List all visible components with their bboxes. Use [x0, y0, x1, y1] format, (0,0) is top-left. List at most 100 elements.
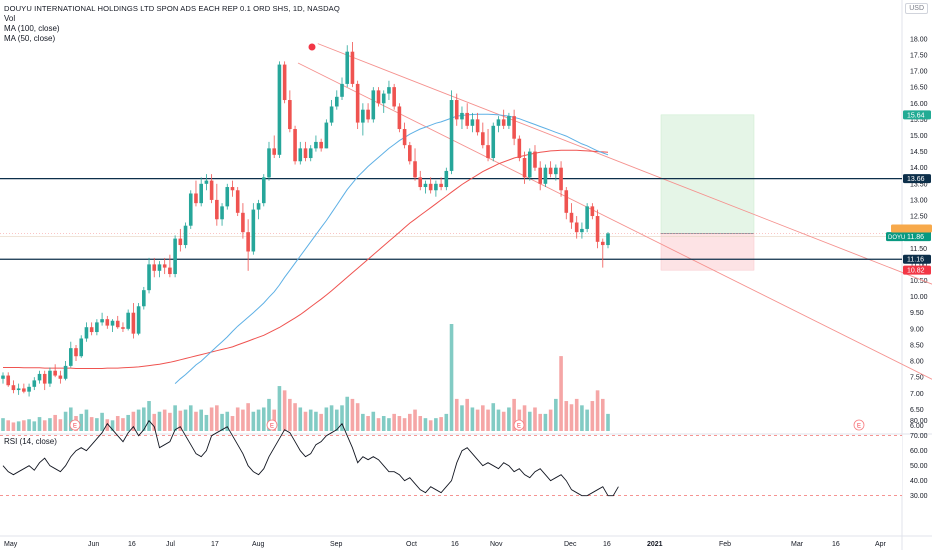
price-tick-label: 11.50: [910, 246, 927, 253]
volume-bar: [381, 416, 386, 431]
volume-bar: [512, 398, 516, 431]
volume-bar: [345, 396, 350, 431]
volume-bar: [527, 411, 532, 431]
volume-bar: [392, 413, 396, 431]
candle-body: [460, 112, 464, 120]
candle-body: [256, 203, 261, 210]
candle-body: [314, 141, 318, 149]
volume-bar: [89, 417, 94, 431]
volume-bar: [460, 405, 464, 431]
candle-body: [288, 100, 292, 130]
price-tick-label: 10.00: [910, 294, 928, 301]
volume-bar: [22, 420, 26, 431]
candle-body: [324, 122, 329, 149]
volume-bar: [564, 401, 569, 431]
volume-bar: [329, 405, 334, 431]
earnings-marker: [69, 419, 81, 431]
rsi-tick-label: 80.00: [910, 418, 928, 425]
candle-body: [538, 167, 542, 184]
candle-body: [444, 170, 449, 188]
candle-body: [89, 327, 94, 333]
time-tick-label: 16: [128, 541, 136, 548]
candle-body: [486, 145, 490, 159]
earnings-marker-label: E: [73, 424, 77, 430]
volume-bar: [486, 409, 490, 431]
volume-bar: [32, 421, 37, 431]
price-tick-label: 17.00: [910, 69, 928, 76]
volume-bar: [491, 403, 496, 431]
candle-body: [303, 148, 308, 159]
time-tick-label: 2021: [647, 541, 663, 548]
volume-bar: [267, 398, 271, 431]
candle-body: [569, 212, 574, 223]
volume-bar: [465, 398, 469, 431]
candle-body: [481, 132, 485, 146]
candle-body: [340, 83, 344, 97]
candle-body: [543, 167, 548, 184]
volume-bar: [355, 403, 360, 431]
volume-bar: [261, 407, 266, 431]
volume-bar: [434, 418, 438, 431]
candle-body: [590, 206, 595, 217]
symbol-tag-label: DOYU: [888, 235, 905, 241]
candle-body: [595, 216, 600, 242]
volume-bar: [131, 411, 136, 431]
volume-bar: [590, 401, 595, 431]
price-tag-label: 15.64: [907, 112, 925, 119]
time-tick-label: Mar: [791, 541, 804, 548]
volume-bar: [115, 416, 120, 431]
volume-bar: [225, 411, 230, 431]
candle-body: [142, 290, 146, 307]
price-tick-label: 16.00: [910, 101, 928, 108]
volume-bar: [402, 418, 407, 431]
price-tag: [903, 254, 931, 264]
price-tag-label: 10.82: [907, 268, 925, 275]
volume-bar: [413, 409, 417, 431]
candle-body: [533, 151, 537, 168]
volume-bar: [173, 405, 177, 431]
chart-title: DOUYU INTERNATIONAL HOLDINGS LTD SPON AD…: [4, 4, 340, 13]
rsi-line: [2, 419, 619, 497]
currency-button[interactable]: USD: [905, 3, 928, 14]
price-chip: [891, 224, 932, 233]
volume-bar: [69, 407, 73, 431]
volume-bar: [538, 413, 542, 431]
candle-body: [183, 225, 188, 246]
volume-bar: [303, 411, 308, 431]
volume-bar: [230, 416, 235, 431]
candle-body: [6, 375, 11, 386]
price-tick-label: 6.00: [910, 423, 924, 430]
candle-body: [439, 183, 443, 188]
volume-bar: [595, 390, 600, 431]
volume-bar: [533, 407, 537, 431]
volume-bar: [397, 416, 402, 431]
volume-bar: [340, 405, 344, 431]
earnings-marker: [853, 419, 865, 431]
candle-body: [100, 319, 104, 323]
rsi-tick-label: 50.00: [910, 463, 928, 470]
price-tick-label: 16.50: [910, 85, 928, 92]
candle-body: [110, 320, 115, 326]
candle-body: [230, 187, 235, 191]
volume-legend: Vol: [4, 14, 16, 23]
candle-body: [345, 51, 350, 84]
candle-body: [136, 306, 141, 334]
price-tick-label: 8.00: [910, 359, 924, 366]
volume-bar: [152, 413, 157, 431]
candle-body: [241, 212, 245, 233]
rsi-tick-label: 30.00: [910, 493, 928, 500]
volume-bar: [42, 420, 47, 431]
candle-body: [465, 112, 469, 126]
price-tick-label: 15.50: [910, 117, 928, 124]
channel-upper-line: [317, 43, 932, 285]
price-tag: [903, 174, 931, 184]
candle-body: [397, 106, 402, 130]
candle-body: [381, 93, 386, 104]
time-tick-label: 16: [832, 541, 840, 548]
candle-body: [267, 148, 271, 178]
volume-bar: [475, 409, 480, 431]
candle-body: [215, 199, 219, 220]
volume-bar: [204, 414, 209, 431]
volume-bar: [548, 409, 553, 431]
